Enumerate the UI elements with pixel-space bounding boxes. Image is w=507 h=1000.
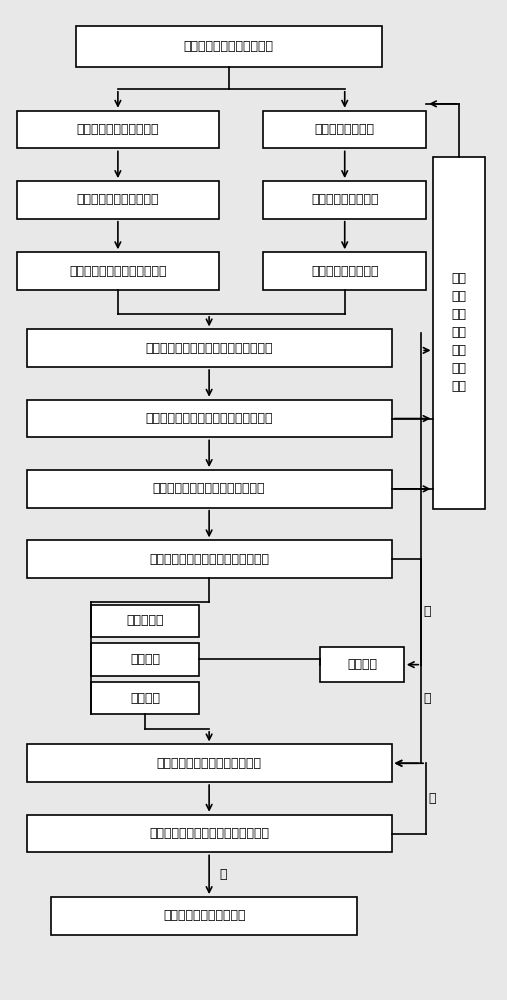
FancyBboxPatch shape	[17, 252, 219, 290]
FancyBboxPatch shape	[27, 329, 391, 367]
FancyBboxPatch shape	[263, 181, 426, 219]
Text: 有限元计算各离散工况下应力应变分布: 有限元计算各离散工况下应力应变分布	[146, 342, 273, 355]
FancyBboxPatch shape	[17, 181, 219, 219]
Text: 校核危险节点疲劳强度是否满足要求: 校核危险节点疲劳强度是否满足要求	[149, 553, 269, 566]
Text: 是: 是	[428, 792, 436, 805]
FancyBboxPatch shape	[51, 897, 357, 935]
Text: 曲柄连杆机构运动学分析: 曲柄连杆机构运动学分析	[77, 123, 159, 136]
Text: 获取危险节点离散工况下应力数值: 获取危险节点离散工况下应力数值	[153, 482, 265, 495]
FancyBboxPatch shape	[91, 682, 199, 714]
Text: 根据应力峰值确定危险工况和危险节点: 根据应力峰值确定危险工况和危险节点	[146, 412, 273, 425]
FancyBboxPatch shape	[27, 815, 391, 852]
FancyBboxPatch shape	[320, 647, 404, 682]
FancyBboxPatch shape	[91, 605, 199, 637]
FancyBboxPatch shape	[263, 252, 426, 290]
Text: 获取曲轴及压缩机原始参数: 获取曲轴及压缩机原始参数	[184, 40, 274, 53]
Text: 建立曲轴有限元模型: 建立曲轴有限元模型	[311, 265, 379, 278]
Text: 曲柄连杆机构动力学分析: 曲柄连杆机构动力学分析	[77, 193, 159, 206]
Text: 强度过盈: 强度过盈	[130, 653, 160, 666]
Text: 建立曲轴三维模型: 建立曲轴三维模型	[315, 123, 375, 136]
FancyBboxPatch shape	[76, 26, 382, 67]
Text: 曲轴模态分析后获得振型和频率: 曲轴模态分析后获得振型和频率	[157, 757, 262, 770]
Text: 强度不满足: 强度不满足	[126, 614, 164, 627]
FancyBboxPatch shape	[27, 470, 391, 508]
Text: 判定激振力频率与固有频率是否共振: 判定激振力频率与固有频率是否共振	[149, 827, 269, 840]
Text: 是: 是	[424, 605, 431, 618]
Text: 确定曲轴可靠性优化方案: 确定曲轴可靠性优化方案	[163, 909, 245, 922]
FancyBboxPatch shape	[27, 540, 391, 578]
Text: 是否优化: 是否优化	[347, 658, 377, 671]
Text: 划分网格、设定约束: 划分网格、设定约束	[311, 193, 379, 206]
FancyBboxPatch shape	[91, 643, 199, 676]
FancyBboxPatch shape	[27, 400, 391, 437]
Text: 强度满足: 强度满足	[130, 692, 160, 705]
Text: 优化
曲轴
关键
结构
型式
或者
尺寸: 优化 曲轴 关键 结构 型式 或者 尺寸	[452, 272, 467, 393]
FancyBboxPatch shape	[433, 157, 485, 509]
Text: 获取离散工况下曲轴受力数值: 获取离散工况下曲轴受力数值	[69, 265, 167, 278]
FancyBboxPatch shape	[27, 744, 391, 782]
Text: 否: 否	[219, 868, 227, 881]
Text: 否: 否	[424, 692, 431, 705]
FancyBboxPatch shape	[263, 111, 426, 148]
FancyBboxPatch shape	[17, 111, 219, 148]
